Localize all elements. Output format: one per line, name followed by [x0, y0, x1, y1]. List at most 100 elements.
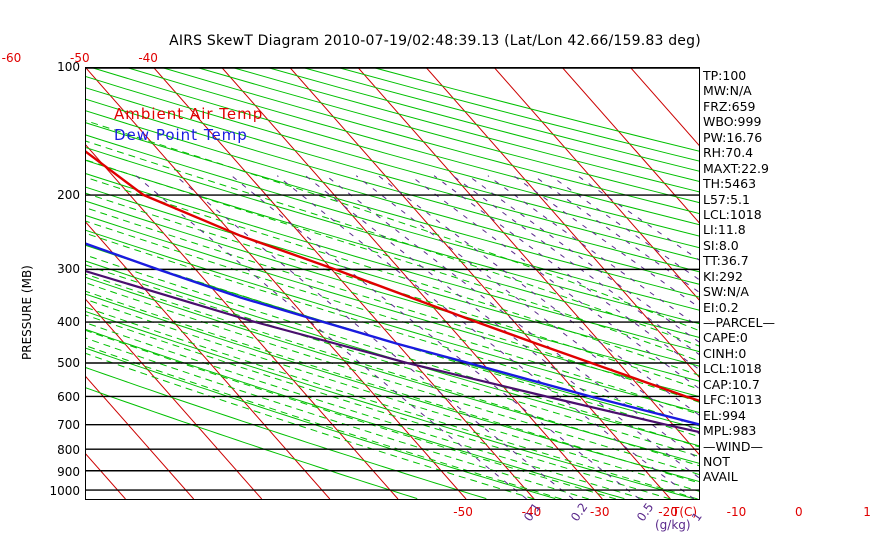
- bottom-temp-tick: -20: [658, 505, 678, 519]
- mixing-ratio-tick: 0.1: [521, 500, 544, 525]
- mixing-ratio-line: [135, 175, 527, 499]
- pressure-tick: 700: [57, 418, 80, 433]
- top-temp-tick: -40: [138, 51, 158, 65]
- bottom-temp-tick: 0: [794, 505, 803, 519]
- isotherm-line: [153, 68, 535, 499]
- isotherm-line: [86, 221, 331, 499]
- isotherm-line: [86, 144, 399, 499]
- dry-adiabat-line: [86, 215, 699, 398]
- mixing-ratio-line: [378, 175, 699, 416]
- moist-adiabat-line: [86, 273, 699, 467]
- grid-and-curves: [86, 68, 699, 499]
- isotherm-line: [630, 68, 699, 146]
- mixing-ratio-line: [452, 175, 699, 355]
- dry-adiabat-line: [86, 76, 699, 249]
- sounding-param-14: SW:N/A: [703, 284, 749, 300]
- series-parcel-curve: [86, 270, 699, 434]
- moist-adiabat-line: [86, 207, 699, 403]
- pressure-tick: 100: [57, 60, 80, 74]
- moist-adiabat-line: [86, 353, 535, 499]
- dry-adiabat-line: [86, 110, 699, 285]
- sounding-param-10: LI:11.8: [703, 222, 746, 238]
- sounding-parameters-panel: TP:100 MW:N/A FRZ:659 WBO:999 PW:16.76 RH:70.…: [703, 68, 868, 485]
- pressure-tick: 300: [57, 262, 80, 277]
- dry-adiabat-line: [375, 68, 699, 152]
- moist-adiabat-line: [86, 314, 671, 499]
- sounding-param-25: NOT: [703, 453, 730, 469]
- mixing-ratio-tick: 0.2: [567, 500, 591, 525]
- moist-adiabat-line: [86, 192, 699, 390]
- mixing-ratio-line: [433, 175, 699, 370]
- skewt-plot-svg: [86, 68, 699, 499]
- page-title: AIRS SkewT Diagram 2010-07-19/02:48:39.1…: [169, 33, 701, 49]
- bottom-temp-tick: -50: [453, 505, 473, 519]
- bottom-temp-tick: -40: [521, 505, 542, 519]
- dry-adiabat-line: [86, 260, 699, 447]
- skewt-plot-area[interactable]: Ambient Air Temp Dew Point Temp: [85, 67, 700, 500]
- pressure-axis-title: PRESSURE (MB): [20, 265, 34, 360]
- moist-adiabat-line: [86, 330, 617, 499]
- moist-adiabat-line: [86, 322, 644, 499]
- bottom-temp-tick: -30: [589, 505, 610, 519]
- dry-adiabat-line: [86, 98, 699, 273]
- sounding-param-22: EL:994: [703, 407, 746, 423]
- dry-adiabat-line: [86, 147, 699, 325]
- sounding-param-7: TH:5463: [703, 176, 757, 192]
- isotherm-line: [289, 68, 671, 499]
- sounding-param-13: KI:292: [703, 268, 743, 284]
- mixing-ratio-tick: 0.5: [634, 500, 657, 525]
- sounding-param-5: RH:70.4: [703, 145, 754, 161]
- bottom-temp-tick: 10: [863, 505, 870, 519]
- dry-adiabat-line: [86, 244, 699, 430]
- dry-adiabat-line: [86, 159, 699, 338]
- mixing-ratio-line: [231, 175, 640, 499]
- moist-adiabat-line: [86, 264, 699, 457]
- dry-adiabat-line: [86, 311, 694, 499]
- pressure-tick: 400: [57, 315, 80, 330]
- mixing-ratio-line: [175, 175, 574, 499]
- sounding-param-21: LFC:1013: [703, 392, 762, 408]
- top-temp-tick: -60: [1, 51, 22, 65]
- isotherm-line: [426, 68, 699, 378]
- series-ambient-air-temp-curve: [86, 150, 699, 402]
- mixing-ratio-line: [533, 175, 699, 293]
- sounding-param-9: LCL:1018: [703, 206, 762, 222]
- moist-adiabat-line: [86, 220, 699, 415]
- moist-adiabat-line: [86, 159, 699, 362]
- dry-adiabat-line: [86, 329, 625, 499]
- dry-adiabat-line: [86, 387, 418, 499]
- mixing-ratio-line: [305, 175, 699, 479]
- moist-adiabat-line: [86, 232, 699, 427]
- sounding-param-0: TP:100: [703, 68, 747, 83]
- top-temp-tick: -50: [70, 51, 90, 65]
- moist-adiabat-line: [86, 345, 562, 499]
- sounding-param-4: PW:16.76: [703, 129, 763, 145]
- sounding-param-19: LCL:1018: [703, 361, 762, 377]
- sounding-param-8: L57:5.1: [703, 191, 750, 207]
- sounding-param-20: CAP:10.7: [703, 376, 760, 392]
- sounding-param-15: EI:0.2: [703, 299, 739, 315]
- isotherm-line: [562, 68, 699, 224]
- dry-adiabat-line: [86, 276, 699, 464]
- mixing-ratio-tick: 1: [688, 509, 705, 525]
- series-dew-point-temp-curve: [86, 242, 699, 426]
- dry-adiabat-line: [86, 122, 699, 298]
- isotherm-line: [494, 68, 699, 301]
- sounding-param-23: MPL:983: [703, 423, 757, 439]
- pressure-tick: 500: [57, 356, 80, 371]
- dry-adiabat-line: [86, 347, 556, 499]
- pressure-tick: 800: [57, 442, 80, 457]
- dry-adiabat-line: [86, 200, 699, 382]
- dry-adiabat-line: [86, 367, 487, 499]
- pressure-tick: 1000: [49, 484, 80, 498]
- dry-adiabat-line: [86, 134, 699, 311]
- pressure-tick: 200: [57, 187, 80, 202]
- dry-adiabat-line: [86, 229, 699, 413]
- moist-adiabat-line: [86, 282, 699, 476]
- sounding-param-11: SI:8.0: [703, 237, 739, 253]
- bottom-temp-tick: -10: [726, 505, 747, 519]
- legend-dew-point-temp: Dew Point Temp: [114, 126, 248, 144]
- sounding-param-6: MAXT:22.9: [703, 160, 769, 176]
- sounding-param-1: MW:N/A: [703, 83, 752, 99]
